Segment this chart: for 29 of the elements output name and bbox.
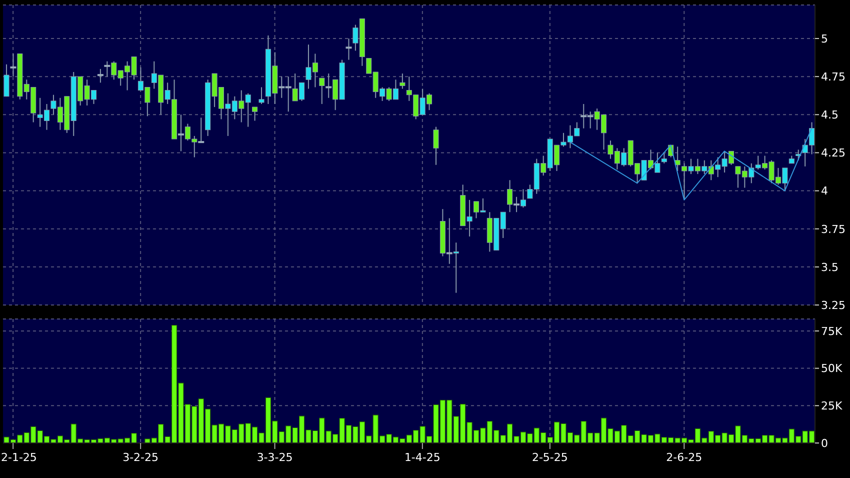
y-tick-label: 3.75 [821, 222, 846, 236]
y-tick-label: 4.25 [821, 146, 846, 160]
candlestick [520, 188, 526, 208]
x-tick-label: 2-1-25 [1, 451, 37, 464]
candlestick [674, 146, 680, 172]
candlestick [252, 106, 258, 122]
y-tick-label: 0 [821, 436, 828, 450]
y-tick-label: 4 [821, 184, 828, 198]
x-tick-label: 2-6-25 [666, 451, 702, 464]
y-tick-label: 50K [821, 362, 843, 376]
candlestick [258, 86, 264, 104]
y-tick-label: 3.25 [821, 298, 846, 312]
y-tick-label: 4.5 [821, 108, 838, 122]
candlestick [319, 78, 325, 104]
candlestick [400, 73, 406, 90]
candlestick [507, 180, 513, 213]
candlestick [433, 126, 439, 166]
x-tick-label: 1-4-25 [404, 451, 440, 464]
y-tick-label: 25K [821, 400, 843, 413]
y-tick-label: 75K [821, 324, 843, 338]
candlestick [661, 152, 667, 164]
candlestick [4, 64, 10, 97]
x-tick-label: 3-2-25 [122, 451, 159, 464]
y-tick-label: 4.75 [821, 70, 846, 84]
x-tick-label: 3-3-25 [256, 451, 293, 464]
candlestick [453, 242, 459, 294]
y-tick-label: 5 [821, 32, 828, 46]
x-tick-label: 2-5-25 [532, 451, 568, 464]
y-tick-label: 3.5 [821, 260, 838, 274]
